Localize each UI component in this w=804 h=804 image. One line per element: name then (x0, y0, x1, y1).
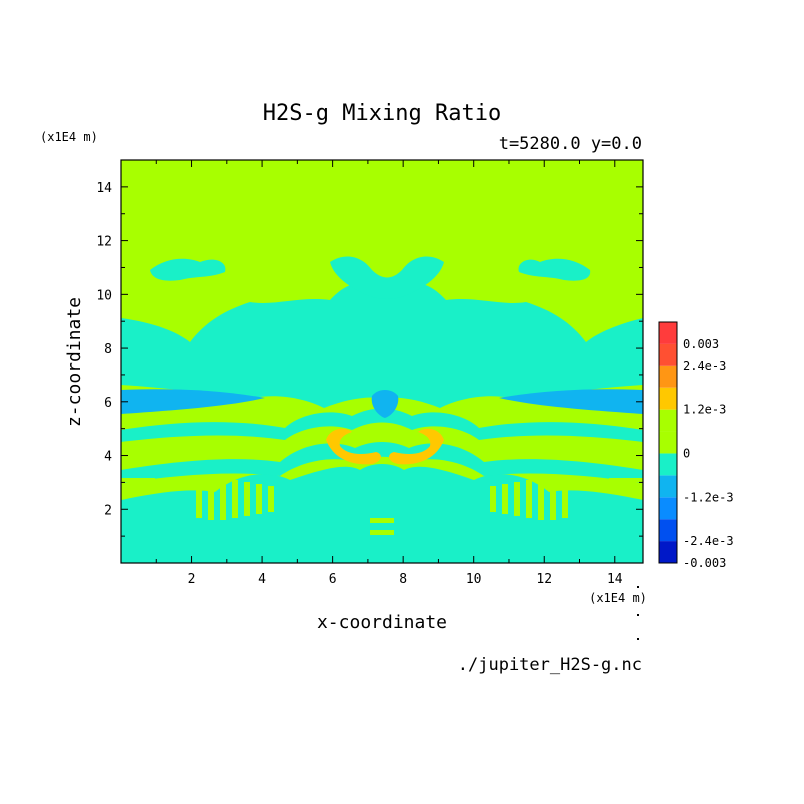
contour-field (121, 160, 643, 563)
colorbar-tick-label: -1.2e-3 (683, 490, 734, 504)
colorbar-level (659, 497, 677, 520)
colorbar-level (659, 343, 677, 366)
x-tick-label: 6 (329, 572, 337, 587)
colorbar-tick-label: 2.4e-3 (683, 359, 726, 373)
colorbar-tick-label: -2.4e-3 (683, 534, 734, 548)
y-tick-label: 14 (96, 181, 112, 196)
colorbar-tick-label: 1.2e-3 (683, 403, 726, 417)
source-file-label: ./jupiter_H2S-g.nc (458, 655, 642, 675)
y-tick-label: 4 (104, 450, 112, 465)
colorbar-level (659, 322, 677, 344)
chart-title: H2S-g Mixing Ratio (263, 101, 501, 126)
lower-stripes (121, 478, 643, 535)
colorbar-tick-label: 0 (683, 446, 690, 460)
colorbar-frame (658, 321, 678, 564)
colorbar-level (659, 409, 677, 432)
x-tick-label: 10 (466, 572, 482, 587)
y-tick-label: 8 (104, 342, 112, 357)
x-axis-unit: (x1E4 m) (589, 591, 647, 605)
y-tick-label: 6 (104, 396, 112, 411)
deep-negative-center (371, 390, 399, 418)
deep-negative-left (121, 389, 265, 414)
x-axis-ticks: 2 4 6 8 10 12 14 (155, 160, 623, 587)
mid-negative-region (121, 283, 643, 408)
colorbar-tick-label: -0.003 (683, 556, 726, 570)
colorbar-level (659, 365, 677, 388)
colorbar-level (659, 387, 677, 410)
band-negative-1 (121, 442, 643, 483)
positive-swirl-right (389, 428, 444, 465)
y-axis-label: z-coordinate (64, 297, 85, 427)
y-axis-unit: (x1E4 m) (40, 130, 98, 144)
positive-swirl-left (326, 428, 381, 465)
colorbar-level (659, 519, 677, 542)
band-negative-2 (121, 408, 643, 442)
deep-negative-right (499, 389, 643, 414)
x-tick-label: 8 (399, 572, 407, 587)
plot-frame (120, 159, 644, 564)
chart-subtitle: t=5280.0 y=0.0 (499, 134, 642, 154)
y-axis-ticks: 2 4 6 8 10 12 14 (96, 181, 643, 537)
x-axis-label: x-coordinate (317, 612, 447, 633)
y-tick-label: 10 (96, 288, 112, 303)
colorbar-tick-labels: 0.003 2.4e-3 1.2e-3 0 -1.2e-3 -2.4e-3 -0.003 (683, 337, 734, 570)
marker-dots (637, 586, 639, 640)
x-tick-label: 2 (188, 572, 196, 587)
colorbar-level (659, 475, 677, 498)
x-tick-label: 12 (536, 572, 552, 587)
colorbar-level (659, 541, 677, 563)
colorbar (658, 321, 678, 564)
upper-negative-right (518, 258, 591, 281)
y-tick-label: 12 (96, 235, 112, 250)
colorbar-tick-label: 0.003 (683, 337, 719, 351)
upper-negative-left (150, 258, 226, 281)
lower-negative-region (121, 464, 643, 563)
y-tick-label: 2 (104, 503, 112, 518)
colorbar-level (659, 453, 677, 476)
x-tick-label: 14 (607, 572, 623, 587)
colorbar-level (659, 431, 677, 454)
x-tick-label: 4 (258, 572, 266, 587)
upper-negative-center (330, 256, 444, 299)
